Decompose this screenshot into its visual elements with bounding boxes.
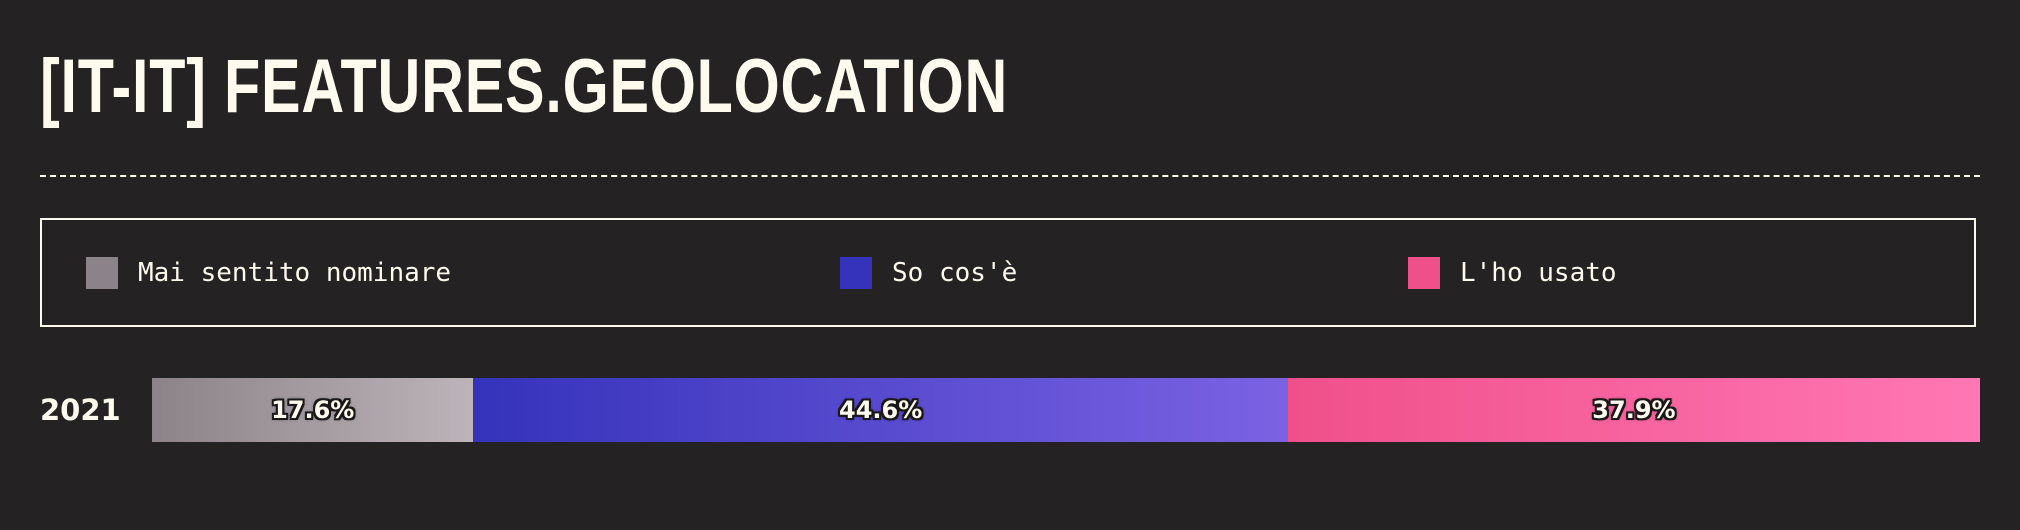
legend-swatch-never-heard: [86, 256, 118, 289]
legend-item-used-it[interactable]: L'ho usato: [1408, 220, 1617, 325]
bar-segment-know-what-it-is[interactable]: 44.6%: [473, 378, 1288, 442]
title-divider: [40, 175, 1980, 177]
stacked-bar: 17.6% 44.6% 37.9%: [152, 378, 1980, 442]
bar-value-label-used-it: 37.9%: [1592, 396, 1676, 424]
bar-segment-used-it[interactable]: 37.9%: [1287, 378, 1980, 442]
page-title: [IT-IT] FEATURES.GEOLOCATION: [40, 44, 1009, 129]
legend-swatch-know-what-it-is: [840, 256, 872, 289]
legend-label-know-what-it-is: So cos'è: [892, 257, 1018, 288]
bar-row-label: 2021: [40, 393, 121, 427]
legend-label-used-it: L'ho usato: [1460, 257, 1617, 288]
bar-segment-never-heard[interactable]: 17.6%: [152, 378, 474, 442]
legend-item-know-what-it-is[interactable]: So cos'è: [840, 220, 1017, 325]
legend-item-never-heard[interactable]: Mai sentito nominare: [86, 220, 451, 325]
chart-legend: Mai sentito nominare So cos'è L'ho usato: [40, 218, 1976, 327]
bar-value-label-know-what-it-is: 44.6%: [839, 396, 923, 424]
legend-swatch-used-it: [1408, 256, 1440, 289]
bar-value-label-never-heard: 17.6%: [271, 396, 355, 424]
legend-label-never-heard: Mai sentito nominare: [138, 257, 452, 288]
